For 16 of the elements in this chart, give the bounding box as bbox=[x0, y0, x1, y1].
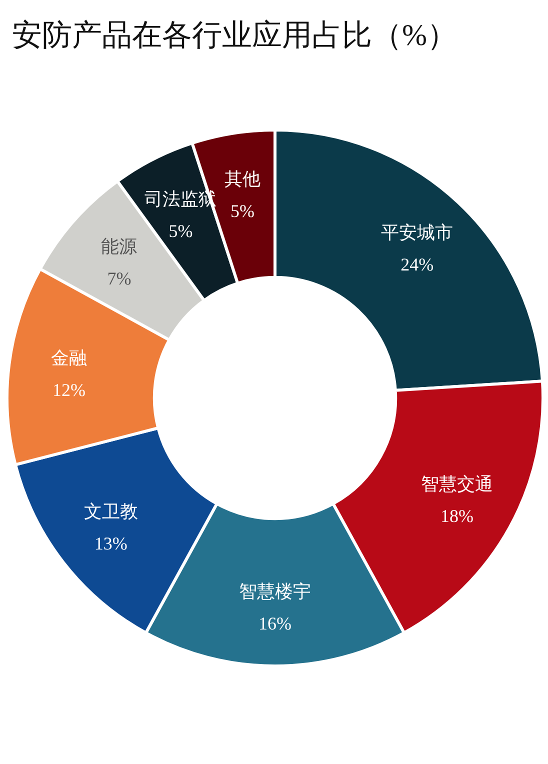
data-label: 7% bbox=[107, 268, 132, 289]
data-label: 5% bbox=[230, 200, 255, 221]
data-label: 12% bbox=[52, 380, 86, 400]
slice-label: 金融 bbox=[50, 348, 87, 368]
data-label: 16% bbox=[258, 614, 292, 634]
data-label: 18% bbox=[440, 506, 474, 526]
slice-label: 智慧楼宇 bbox=[239, 582, 311, 602]
chart-title: 安防产品在各行业应用占比（%） bbox=[12, 19, 457, 52]
data-label: 13% bbox=[94, 533, 128, 554]
slice-label: 平安城市 bbox=[381, 222, 454, 243]
slice-label: 智慧交通 bbox=[421, 474, 494, 494]
data-label: 5% bbox=[168, 220, 193, 241]
slice-label: 能源 bbox=[101, 236, 138, 257]
slice-label: 其他 bbox=[224, 168, 261, 189]
slice-label: 文卫教 bbox=[84, 501, 138, 522]
data-label: 24% bbox=[400, 254, 434, 275]
